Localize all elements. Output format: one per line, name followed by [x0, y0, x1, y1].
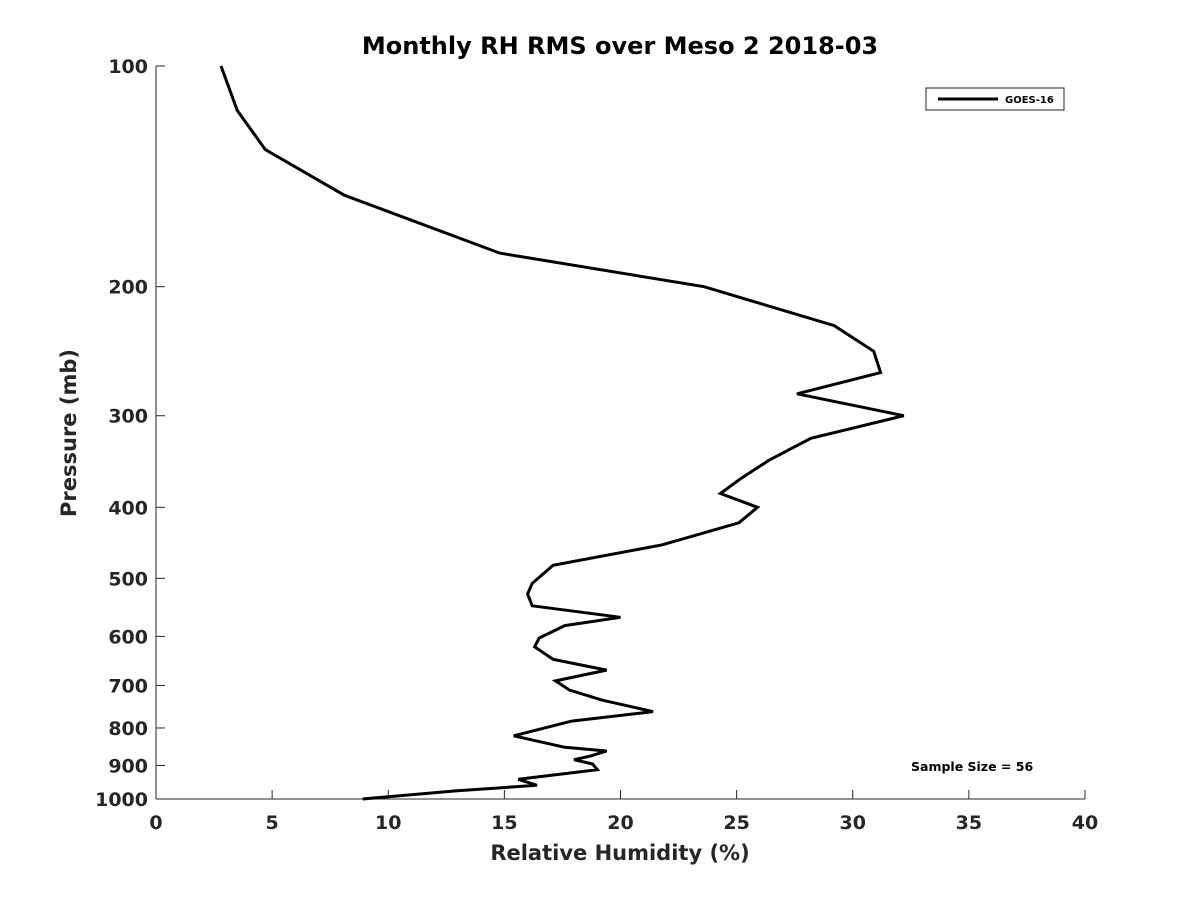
x-tick-label: 30	[840, 812, 866, 834]
series-layer	[219, 65, 905, 801]
x-tick-label: 25	[723, 812, 749, 834]
x-tick-label: 5	[266, 812, 279, 834]
y-tick-label: 1000	[95, 789, 148, 811]
y-tick-label: 500	[108, 568, 148, 590]
y-ticks: 100 200 300 400 500 600 700 800 900 1000	[95, 56, 165, 811]
y-tick-label: 600	[108, 626, 148, 648]
x-tick-label: 40	[1072, 812, 1098, 834]
series-line-goes-16	[219, 65, 905, 801]
y-axis-label: Pressure (mb)	[57, 349, 81, 517]
y-tick-label: 200	[108, 277, 148, 299]
y-tick-label: 700	[108, 675, 148, 697]
x-tick-label: 15	[491, 812, 517, 834]
legend: GOES-16	[925, 87, 1065, 111]
y-tick-label: 300	[108, 406, 148, 428]
chart-title: Monthly RH RMS over Meso 2 2018-03	[362, 32, 878, 60]
legend-label-goes-16: GOES-16	[1005, 95, 1054, 106]
y-tick-label: 100	[108, 56, 148, 78]
x-ticks: 0 5 10 15 20 25 30 35 40	[149, 790, 1098, 834]
y-tick-label: 800	[108, 718, 148, 740]
y-tick-label: 900	[108, 755, 148, 777]
x-tick-label: 0	[149, 812, 162, 834]
x-tick-label: 35	[956, 812, 982, 834]
x-tick-label: 20	[607, 812, 633, 834]
sample-size-annotation: Sample Size = 56	[911, 759, 1033, 774]
y-tick-label: 400	[108, 497, 148, 519]
x-axis-label: Relative Humidity (%)	[490, 841, 749, 865]
plot-area: 0 5 10 15 20 25 30 35 40 100 200 300 400 500 600 700 80…	[95, 56, 1098, 834]
x-tick-label: 10	[375, 812, 401, 834]
